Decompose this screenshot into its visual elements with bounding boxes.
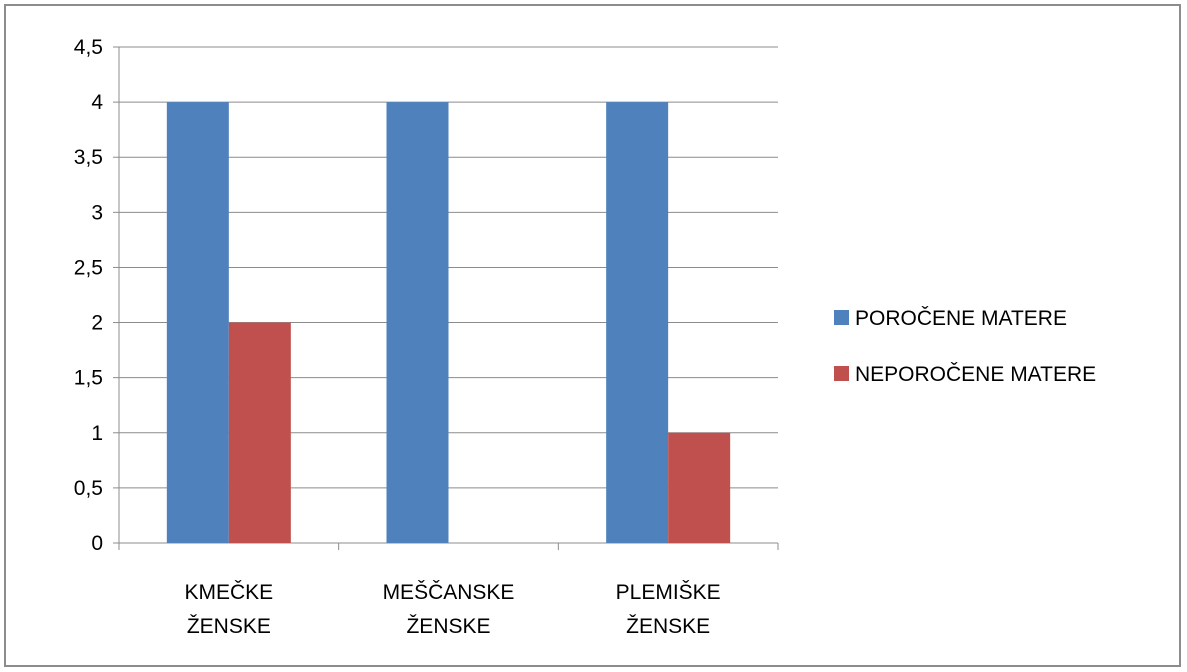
bar	[606, 102, 669, 543]
y-tick-label: 4,5	[74, 36, 103, 59]
y-tick-label: 3	[91, 201, 103, 224]
x-tick-label: PLEMIŠKE	[616, 581, 721, 604]
legend-swatch	[834, 310, 849, 325]
x-tick-label: ŽENSKE	[406, 615, 490, 638]
bars	[166, 102, 731, 543]
bar	[228, 322, 291, 543]
x-tick-label: MEŠČANSKE	[383, 581, 515, 604]
x-tick-label: ŽENSKE	[626, 615, 710, 638]
x-tick-label: KMEČKE	[184, 581, 273, 604]
y-tick-label: 4	[91, 91, 103, 114]
bar	[386, 102, 449, 543]
y-tick-label: 3,5	[74, 146, 103, 169]
legend-label: POROČENE MATERE	[855, 307, 1067, 330]
y-tick-label: 0	[91, 532, 103, 555]
bar	[166, 102, 229, 543]
y-axis-ticks: 0 0,5 1 1,5 2 2,5 3 3,5 4 4,5	[74, 36, 104, 555]
y-tick-label: 2,5	[74, 256, 103, 279]
x-axis-labels: KMEČKE ŽENSKE MEŠČANSKE ŽENSKE PLEMIŠKE ŽENSK…	[184, 581, 720, 638]
y-tick-label: 2	[91, 312, 103, 335]
y-tick-label: 1,5	[74, 367, 103, 390]
y-tick-label: 1	[91, 422, 103, 445]
y-tick-label: 0,5	[74, 477, 103, 500]
legend-label: NEPOROČENE MATERE	[855, 363, 1096, 386]
legend: POROČENE MATERE NEPOROČENE MATERE	[834, 307, 1096, 386]
x-tick-label: ŽENSKE	[187, 615, 271, 638]
legend-swatch	[834, 366, 849, 381]
bar	[668, 432, 731, 543]
